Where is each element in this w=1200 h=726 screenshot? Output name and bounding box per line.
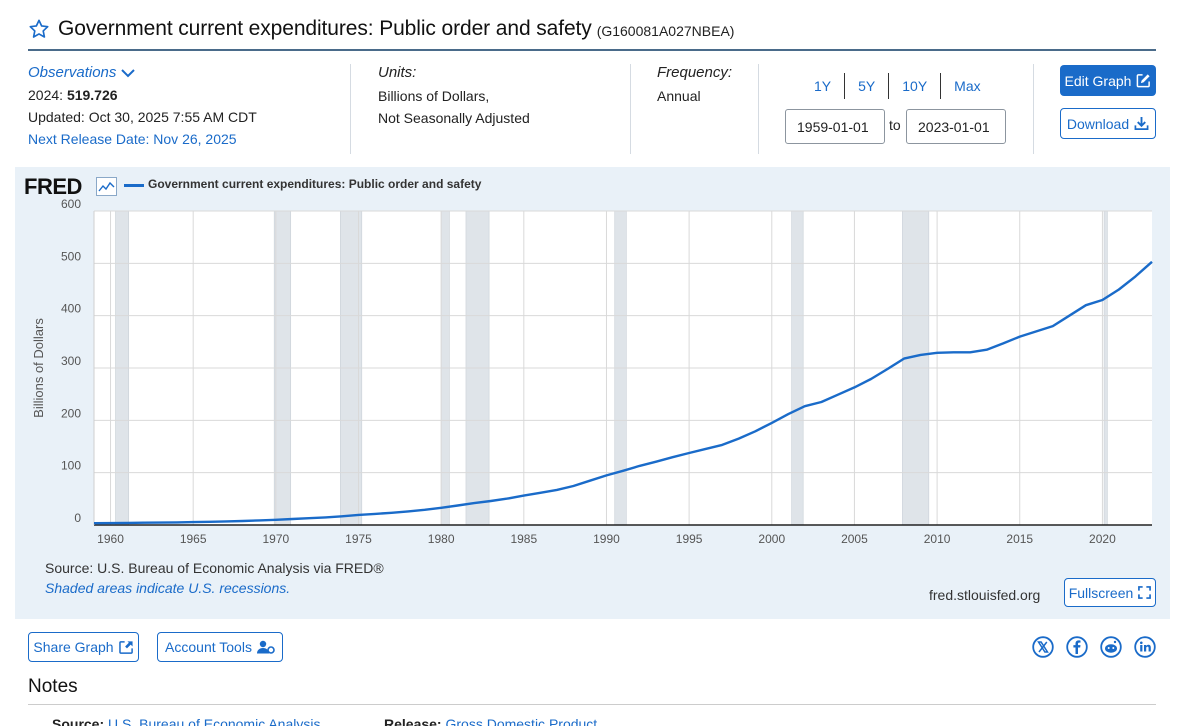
range-1y-button[interactable]: 1Y: [801, 73, 846, 99]
x-tick-label: 2005: [841, 532, 868, 546]
divider: [758, 64, 759, 154]
share-graph-button[interactable]: Share Graph: [28, 632, 139, 662]
units-heading: Units:: [378, 64, 417, 81]
divider: [1033, 64, 1034, 154]
units-panel: Units: Billions of Dollars, Not Seasonal…: [378, 62, 530, 129]
y-tick-label: 400: [61, 302, 81, 316]
title-divider: [28, 49, 1156, 51]
x-tick-label: 1980: [428, 532, 455, 546]
x-twitter-icon[interactable]: [1032, 636, 1054, 658]
x-tick-label: 1960: [97, 532, 124, 546]
frequency-heading: Frequency:: [657, 64, 733, 81]
linkedin-icon[interactable]: [1134, 636, 1156, 658]
notes-source-label: Source:: [52, 716, 105, 726]
notes-release-label: Release:: [384, 716, 442, 726]
observations-label: Observations: [28, 64, 117, 81]
legend-label: Government current expenditures: Public …: [148, 177, 482, 191]
series-id: (G160081A027NBEA): [596, 23, 735, 39]
notes-source: Source: U.S. Bureau of Economic Analysis: [52, 716, 320, 726]
notes-release: Release: Gross Domestic Product: [384, 716, 597, 726]
series-line: [93, 260, 1153, 525]
legend-swatch: [124, 184, 144, 187]
share-icon: [118, 641, 133, 654]
user-gear-icon: [256, 640, 275, 654]
fullscreen-label: Fullscreen: [1068, 584, 1134, 601]
notes-release-link[interactable]: Gross Domestic Product: [445, 716, 598, 726]
latest-observation-date: 2024:: [28, 87, 64, 103]
download-icon: [1134, 116, 1149, 130]
x-tick-label: 1975: [345, 532, 372, 546]
frequency-value: Annual: [657, 88, 701, 104]
x-tick-label: 2010: [924, 532, 951, 546]
x-tick-label: 2020: [1089, 532, 1116, 546]
latest-observation-value: 519.726: [66, 87, 118, 103]
source-note: Source: U.S. Bureau of Economic Analysis…: [45, 560, 384, 576]
recession-note: Shaded areas indicate U.S. recessions.: [45, 580, 291, 596]
range-10y-button[interactable]: 10Y: [889, 73, 942, 99]
x-tick-label: 2015: [1006, 532, 1033, 546]
x-tick-label: 1985: [510, 532, 537, 546]
notes-source-link[interactable]: U.S. Bureau of Economic Analysis: [108, 716, 321, 726]
x-tick-label: 1970: [262, 532, 289, 546]
latest-observation: 2024: 519.726: [28, 84, 257, 106]
fred-logo: FRED: [24, 174, 82, 199]
range-max-button[interactable]: Max: [954, 78, 981, 94]
units-line-2: Not Seasonally Adjusted: [378, 110, 530, 126]
y-tick-label: 200: [61, 406, 81, 420]
start-date-input[interactable]: [785, 109, 885, 144]
edit-graph-label: Edit Graph: [1064, 72, 1132, 89]
star-icon[interactable]: [28, 18, 50, 40]
notes-heading: Notes: [28, 676, 78, 697]
y-axis-title: Billions of Dollars: [31, 318, 46, 418]
page-title: Government current expenditures: Public …: [58, 17, 592, 40]
fred-url: fred.stlouisfed.org: [929, 587, 1041, 603]
reddit-icon[interactable]: [1100, 636, 1122, 658]
edit-icon: [1137, 74, 1151, 88]
x-tick-label: 2000: [758, 532, 785, 546]
account-tools-button[interactable]: Account Tools: [157, 632, 283, 662]
end-date-input[interactable]: [906, 109, 1006, 144]
line-chart: 0 100 200 300 400 500 600 1960 1965 1970 1975 1980 1…: [31, 197, 1153, 546]
x-tick-label: 1990: [593, 532, 620, 546]
updated-date: Updated: Oct 30, 2025 7:55 AM CDT: [28, 109, 257, 125]
fullscreen-button[interactable]: Fullscreen: [1064, 578, 1156, 607]
y-tick-label: 500: [61, 249, 81, 263]
x-tick-label: 1965: [180, 532, 207, 546]
divider: [350, 64, 351, 154]
range-5y-button[interactable]: 5Y: [845, 73, 890, 99]
edit-graph-button[interactable]: Edit Graph: [1060, 65, 1156, 96]
y-tick-label: 300: [61, 354, 81, 368]
notes-divider: [28, 704, 1156, 705]
date-to-label: to: [889, 117, 901, 133]
observations-dropdown[interactable]: Observations: [28, 62, 257, 84]
fullscreen-icon: [1138, 586, 1152, 599]
units-line-1: Billions of Dollars,: [378, 88, 490, 104]
y-tick-label: 0: [74, 511, 81, 525]
next-release-link[interactable]: Next Release Date: Nov 26, 2025: [28, 131, 237, 147]
share-graph-label: Share Graph: [33, 639, 114, 655]
download-label: Download: [1066, 115, 1130, 132]
range-buttons: 1Y 5Y 10Y Max: [801, 73, 994, 99]
chevron-down-icon: [121, 69, 136, 78]
y-tick-label: 100: [61, 459, 81, 473]
observations-panel: Observations 2024: 519.726 Updated: Oct …: [28, 62, 257, 150]
page-header: Government current expenditures: Public …: [28, 14, 734, 44]
x-tick-label: 1995: [676, 532, 703, 546]
frequency-panel: Frequency: Annual: [657, 62, 732, 107]
account-tools-label: Account Tools: [165, 639, 252, 655]
divider: [630, 64, 631, 154]
download-button[interactable]: Download: [1060, 108, 1156, 139]
y-tick-label: 600: [61, 197, 81, 211]
fred-chart-icon: [96, 177, 117, 196]
facebook-icon[interactable]: [1066, 636, 1088, 658]
